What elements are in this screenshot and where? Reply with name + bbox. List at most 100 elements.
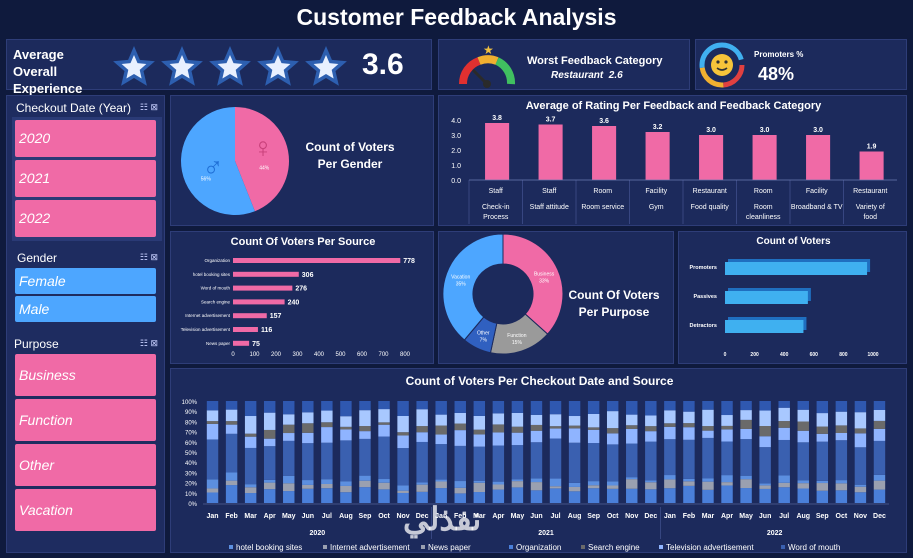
stack-segment	[454, 412, 466, 424]
stack-segment	[606, 481, 619, 486]
stack-segment	[664, 479, 676, 489]
slicer-item-2020[interactable]: 2020	[15, 120, 156, 157]
stack-segment	[568, 416, 581, 426]
stack-segment	[492, 432, 505, 446]
checkout-year-slicer-header: Checkout Date (Year)	[16, 101, 131, 115]
y-tick-label: 10%	[185, 492, 198, 498]
stack-segment	[873, 440, 886, 475]
stack-segment	[873, 420, 886, 429]
male-icon: ♂	[203, 152, 224, 183]
bar	[233, 327, 258, 332]
stack-segment	[816, 433, 829, 442]
stack-segment	[225, 421, 238, 425]
x-tick-label: Dec	[416, 513, 429, 520]
x-tick-label: 800	[400, 352, 411, 358]
rating-bar-title: Average of Rating Per Feedback and Feedb…	[525, 100, 822, 112]
y-tick-label: Detractors	[689, 323, 717, 329]
y-tick-label: 2.0	[451, 148, 461, 155]
year-label: 2020	[310, 530, 326, 537]
slicer-item-2021[interactable]: 2021	[15, 160, 156, 197]
stack-segment	[378, 482, 390, 490]
stack-segment	[721, 475, 733, 483]
stack-segment	[606, 485, 619, 489]
stack-segment	[873, 428, 886, 441]
stack-segment	[206, 401, 219, 411]
y-tick-label: 0%	[188, 502, 197, 508]
star-rating	[109, 45, 359, 94]
star-inner-icon	[265, 55, 291, 79]
slicer-filter-icon[interactable]: ☷ ⊠	[139, 102, 158, 112]
stack-segment	[683, 478, 695, 482]
legend-label: Word of mouth	[788, 543, 840, 552]
slicer-filter-icon[interactable]: ☷ ⊠	[139, 338, 158, 348]
slicer-item-vacation[interactable]: Vacation	[15, 489, 156, 531]
stack-segment	[263, 479, 276, 483]
x-tick-label: Nov	[625, 513, 638, 520]
stack-segment	[549, 401, 562, 415]
stack-segment	[206, 492, 219, 503]
slicer-item-other[interactable]: Other	[15, 444, 156, 486]
stack-segment	[511, 401, 524, 413]
stack-segment	[587, 488, 600, 503]
gender-pie-panel: 44% 56% ♂ ♀ Count of Voters Per Gender	[170, 95, 434, 226]
y-tick-label: Internet advertisement	[185, 313, 231, 318]
y-tick-label: Organization	[204, 258, 230, 263]
stack-segment	[778, 401, 790, 408]
stack-segment	[854, 428, 867, 434]
stack-segment	[759, 447, 771, 484]
stack-segment	[797, 480, 809, 484]
stack-segment	[397, 492, 409, 503]
stack-segment	[473, 492, 486, 503]
stack-segment	[683, 439, 695, 479]
source-bar-title: Count Of Voters Per Source	[230, 236, 376, 248]
stack-segment	[816, 426, 829, 434]
slicer-item-business[interactable]: Business	[15, 354, 156, 396]
stack-segment	[416, 491, 428, 503]
stack-segment	[645, 441, 657, 481]
x-tick-label: 100	[249, 352, 260, 358]
stack-segment	[873, 480, 886, 490]
x-tick-label: Facility	[806, 188, 828, 195]
stack-segment	[530, 490, 543, 503]
bar-data-label: 3.0	[813, 127, 823, 134]
x-tick-label: 200	[271, 352, 282, 358]
stack-segment	[587, 481, 600, 486]
x-tick-label: Jan	[206, 513, 218, 520]
stack-segment	[702, 481, 714, 490]
bar-data-label: 116	[261, 327, 272, 334]
worst-feedback-label: Worst Feedback Category	[527, 55, 663, 67]
stack-segment	[302, 432, 314, 444]
promoters-value: 48%	[758, 64, 795, 84]
slicer-item-female[interactable]: Female	[15, 268, 156, 294]
stack-segment	[568, 401, 581, 417]
stack-segment	[530, 478, 543, 483]
stack-segment	[359, 438, 371, 476]
stack-segment	[664, 401, 676, 411]
slicer-item-male[interactable]: Male	[15, 296, 156, 322]
slicer-item-function[interactable]: Function	[15, 399, 156, 441]
x-tick-label: 700	[378, 352, 389, 358]
stack-segment	[321, 442, 333, 480]
x-tick-label: Staff	[542, 188, 556, 195]
x-tick-label: Jun	[530, 513, 542, 520]
stack-segment	[206, 410, 219, 422]
stack-segment	[244, 447, 257, 485]
stack-segment	[835, 425, 848, 433]
slicer-item-2022[interactable]: 2022	[15, 200, 156, 237]
stack-segment	[740, 428, 752, 440]
stack-segment	[435, 414, 447, 426]
stack-segment	[340, 485, 352, 493]
stack-segment	[359, 487, 371, 503]
stack-segment	[492, 413, 505, 425]
stack-segment	[511, 481, 524, 488]
stack-segment	[454, 487, 466, 494]
stack-segment	[302, 443, 314, 481]
x-subcategory-label: food	[863, 214, 877, 221]
stack-segment	[740, 439, 752, 476]
donut-name-label: Function	[507, 333, 526, 339]
stack-segment	[740, 419, 752, 429]
stacked-column-chart: 0% 10% 20% 30% 40% 50% 60% 70% 80% 90% 100% Jan Feb M…	[182, 400, 889, 552]
stack-segment	[473, 480, 486, 483]
slicer-filter-icon[interactable]: ☷ ⊠	[139, 252, 158, 262]
